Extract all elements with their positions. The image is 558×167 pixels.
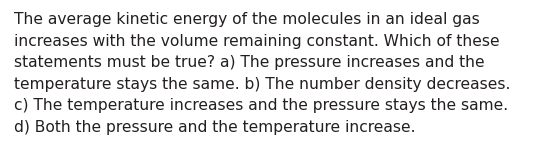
Text: The average kinetic energy of the molecules in an ideal gas
increases with the v: The average kinetic energy of the molecu… <box>14 12 511 135</box>
